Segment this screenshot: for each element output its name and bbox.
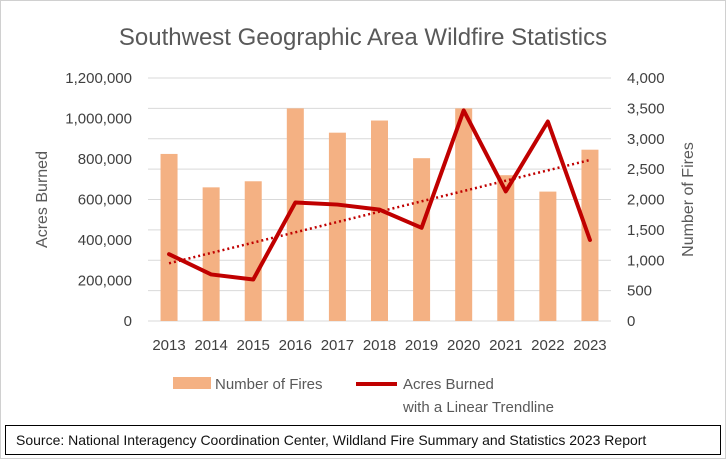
line-series xyxy=(167,108,592,282)
right-tick-label: 2,500 xyxy=(627,161,665,178)
right-tick-label: 3,500 xyxy=(627,100,665,117)
bar-2022 xyxy=(539,191,557,321)
chart-svg: Southwest Geographic Area Wildfire Stati… xyxy=(34,24,697,416)
x-tick-label: 2020 xyxy=(447,337,480,354)
right-tick-label: 2,000 xyxy=(627,192,665,209)
x-tick-label: 2016 xyxy=(279,337,312,354)
left-axis-label: Acres Burned xyxy=(34,151,51,248)
left-tick-label: 1,000,000 xyxy=(65,111,132,128)
bar-series xyxy=(160,108,599,322)
x-tick-label: 2021 xyxy=(489,337,522,354)
bar-2018 xyxy=(371,120,388,322)
left-tick-label: 600,000 xyxy=(78,192,132,209)
left-tick-label: 400,000 xyxy=(78,232,132,249)
bar-2017 xyxy=(328,132,346,321)
right-tick-label: 1,000 xyxy=(627,252,665,269)
bar-2016 xyxy=(286,108,304,321)
right-axis-label: Number of Fires xyxy=(680,142,697,257)
x-tick-label: 2018 xyxy=(363,337,396,354)
bar-2014 xyxy=(202,187,220,321)
bar-2019 xyxy=(413,158,431,321)
left-tick-label: 800,000 xyxy=(78,151,132,168)
source-note: Source: National Interagency Coordinatio… xyxy=(5,425,721,455)
legend-bar-swatch xyxy=(173,377,211,389)
right-tick-label: 500 xyxy=(627,283,652,300)
right-tick-label: 3,000 xyxy=(627,131,665,148)
x-tick-label: 2013 xyxy=(152,337,185,354)
x-tick-label: 2023 xyxy=(573,337,606,354)
x-tick-label: 2022 xyxy=(531,337,564,354)
left-tick-label: 0 xyxy=(124,313,132,330)
left-tick-label: 1,200,000 xyxy=(65,70,132,87)
bar-2015 xyxy=(244,181,262,321)
left-tick-label: 200,000 xyxy=(78,273,132,290)
bar-2020 xyxy=(455,108,473,321)
bar-2013 xyxy=(160,153,178,321)
x-tick-label: 2019 xyxy=(405,337,438,354)
legend: Number of Fires Acres Burned with a Line… xyxy=(173,376,554,416)
axes: 0 200,000 400,000 600,000 800,000 1,000,000 1,… xyxy=(65,70,664,354)
chart-title: Southwest Geographic Area Wildfire Stati… xyxy=(119,24,607,51)
right-tick-label: 1,500 xyxy=(627,222,665,239)
x-tick-label: 2017 xyxy=(321,337,354,354)
bar-2021 xyxy=(497,175,515,321)
x-tick-label: 2014 xyxy=(194,337,227,354)
legend-bar-label: Number of Fires xyxy=(215,376,323,393)
right-tick-label: 0 xyxy=(627,313,635,330)
legend-line-label-2: with a Linear Trendline xyxy=(402,399,554,416)
right-tick-label: 4,000 xyxy=(627,70,665,87)
x-tick-label: 2015 xyxy=(237,337,270,354)
legend-line-label: Acres Burned xyxy=(403,376,494,393)
